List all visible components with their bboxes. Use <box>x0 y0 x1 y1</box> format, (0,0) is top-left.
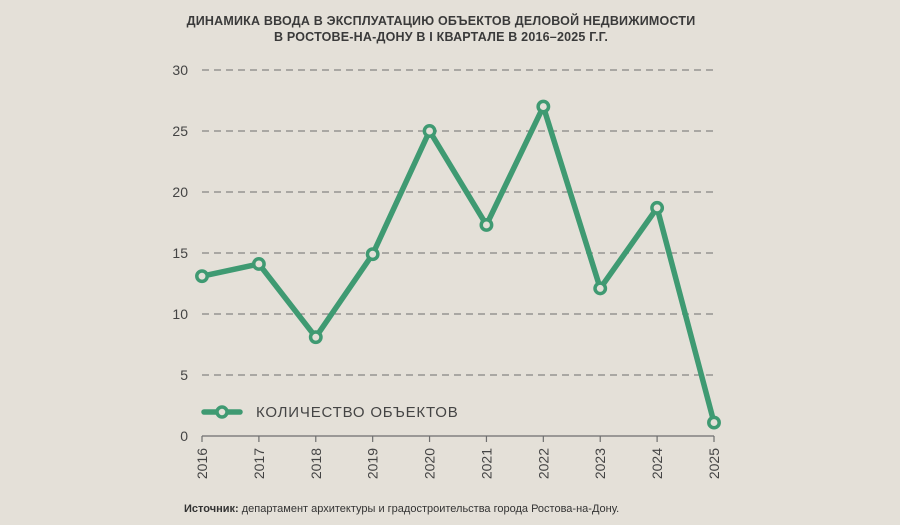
grid <box>202 69 714 376</box>
data-point-2017 <box>251 257 266 271</box>
y-tick-label-30: 30 <box>172 62 188 78</box>
x-tick-label-2020: 2020 <box>422 448 438 479</box>
x-tick-label-2017: 2017 <box>251 448 267 479</box>
x-tick-label-2016: 2016 <box>194 448 210 479</box>
y-tick-labels: 0 5 10 15 20 25 30 <box>172 62 188 444</box>
x-tick-label-2024: 2024 <box>649 448 665 479</box>
data-point-2016 <box>195 269 209 284</box>
legend-label: КОЛИЧЕСТВО ОБЪЕКТОВ <box>256 404 459 421</box>
x-tick-label-2025: 2025 <box>706 448 722 479</box>
series-layer <box>195 99 721 430</box>
y-tick-label-20: 20 <box>172 184 188 200</box>
x-tick-label-2018: 2018 <box>308 448 324 479</box>
x-tick-label-2023: 2023 <box>592 448 608 479</box>
y-tick-label-5: 5 <box>180 367 188 383</box>
data-point-2019 <box>365 247 380 262</box>
chart-title: ДИНАМИКА ВВОДА В ЭКСПЛУАТАЦИЮ ОБЪЕКТОВ Д… <box>187 13 696 28</box>
data-point-2024 <box>650 200 665 215</box>
source-note: Источник: департамент архитектуры и град… <box>184 503 619 515</box>
y-tick-label-25: 25 <box>172 123 188 139</box>
data-point-2020 <box>422 124 437 138</box>
data-point-2023 <box>593 281 608 296</box>
y-tick-label-15: 15 <box>172 245 188 261</box>
data-point-2025 <box>707 415 721 430</box>
data-point-2022 <box>536 99 551 114</box>
data-point-2018 <box>308 330 323 345</box>
data-point-2021 <box>479 217 494 232</box>
x-tick-label-2022: 2022 <box>535 448 551 479</box>
y-tick-label-10: 10 <box>172 306 188 322</box>
legend: КОЛИЧЕСТВО ОБЪЕКТОВ <box>201 404 459 421</box>
x-tick-label-2021: 2021 <box>478 448 494 479</box>
y-tick-label-0: 0 <box>180 428 188 444</box>
legend-marker-swatch <box>215 405 229 419</box>
x-tick-labels: 2016 2017 2018 2019 2020 2021 2022 2023 2024 2025 <box>194 448 722 479</box>
series-line-0 <box>199 103 717 426</box>
axes <box>201 435 715 442</box>
x-tick-label-2019: 2019 <box>365 448 381 479</box>
source-label: Источник: <box>184 503 239 515</box>
chart-subtitle: В РОСТОВЕ-НА-ДОНУ В I КВАРТАЛЕ В 2016–20… <box>274 30 608 44</box>
source-text: департамент архитектуры и градостроитель… <box>239 503 619 515</box>
